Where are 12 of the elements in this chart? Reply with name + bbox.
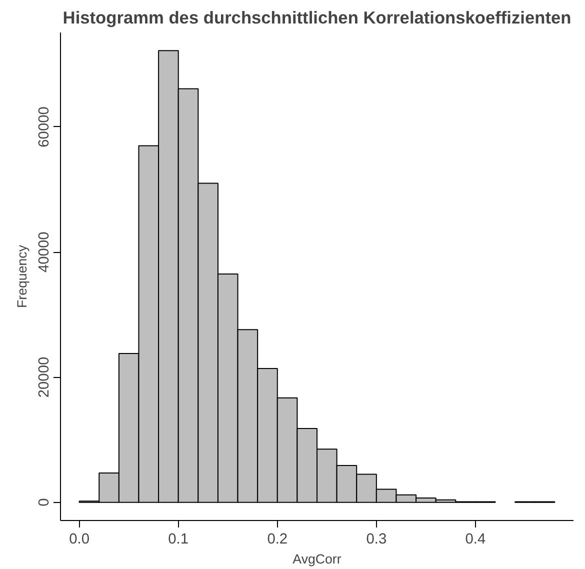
chart-title: Histogramm des durchschnittlichen Korrelationskoeffizienten <box>62 8 572 28</box>
y-tick-label: 0 <box>36 498 52 506</box>
x-tick-label: 0.2 <box>267 532 288 548</box>
x-axis-title: AvgCorr <box>292 552 342 566</box>
y-tick-label: 20000 <box>36 356 52 398</box>
x-tick-label: 0.4 <box>465 532 486 548</box>
y-axis-title: Frequency <box>14 244 30 308</box>
y-tick-label: 40000 <box>36 232 52 272</box>
y-tick-label: 60000 <box>36 106 52 148</box>
x-tick-label: 0.0 <box>69 532 90 548</box>
x-tick-label: 0.1 <box>168 532 189 548</box>
x-tick-label: 0.3 <box>366 532 387 548</box>
